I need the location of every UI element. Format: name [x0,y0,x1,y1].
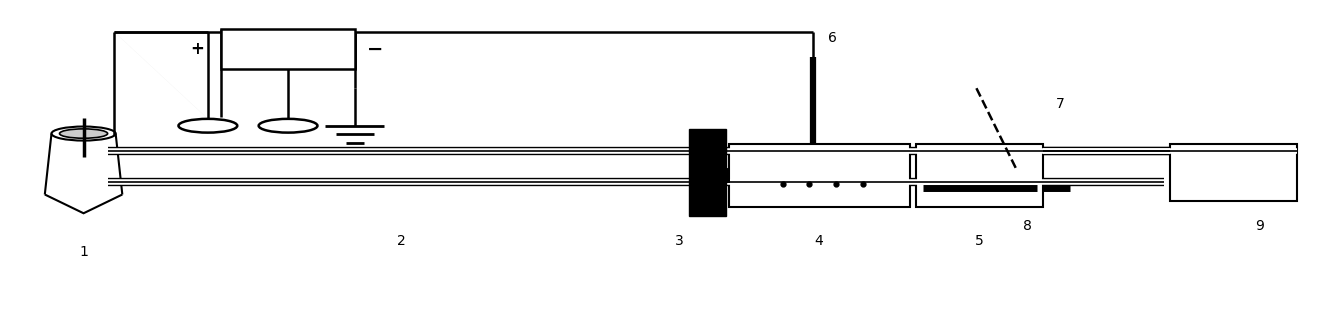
Text: 5: 5 [974,235,983,248]
Bar [917,144,1044,207]
Text: 9: 9 [1255,219,1264,233]
Text: −: − [367,40,383,59]
Bar [729,144,910,207]
Text: +: + [190,40,205,58]
Text: 1: 1 [79,245,88,259]
Circle shape [178,119,237,133]
Bar [221,29,355,69]
Text: 8: 8 [1022,219,1032,233]
Text: 4: 4 [815,235,823,248]
Bar [689,129,727,216]
Circle shape [258,119,317,133]
Ellipse shape [59,129,107,138]
Text: 7: 7 [1056,97,1065,111]
Text: 6: 6 [828,31,836,45]
Bar [1171,144,1298,201]
Text: 3: 3 [676,235,684,248]
Ellipse shape [51,127,115,141]
Text: 2: 2 [397,235,405,248]
